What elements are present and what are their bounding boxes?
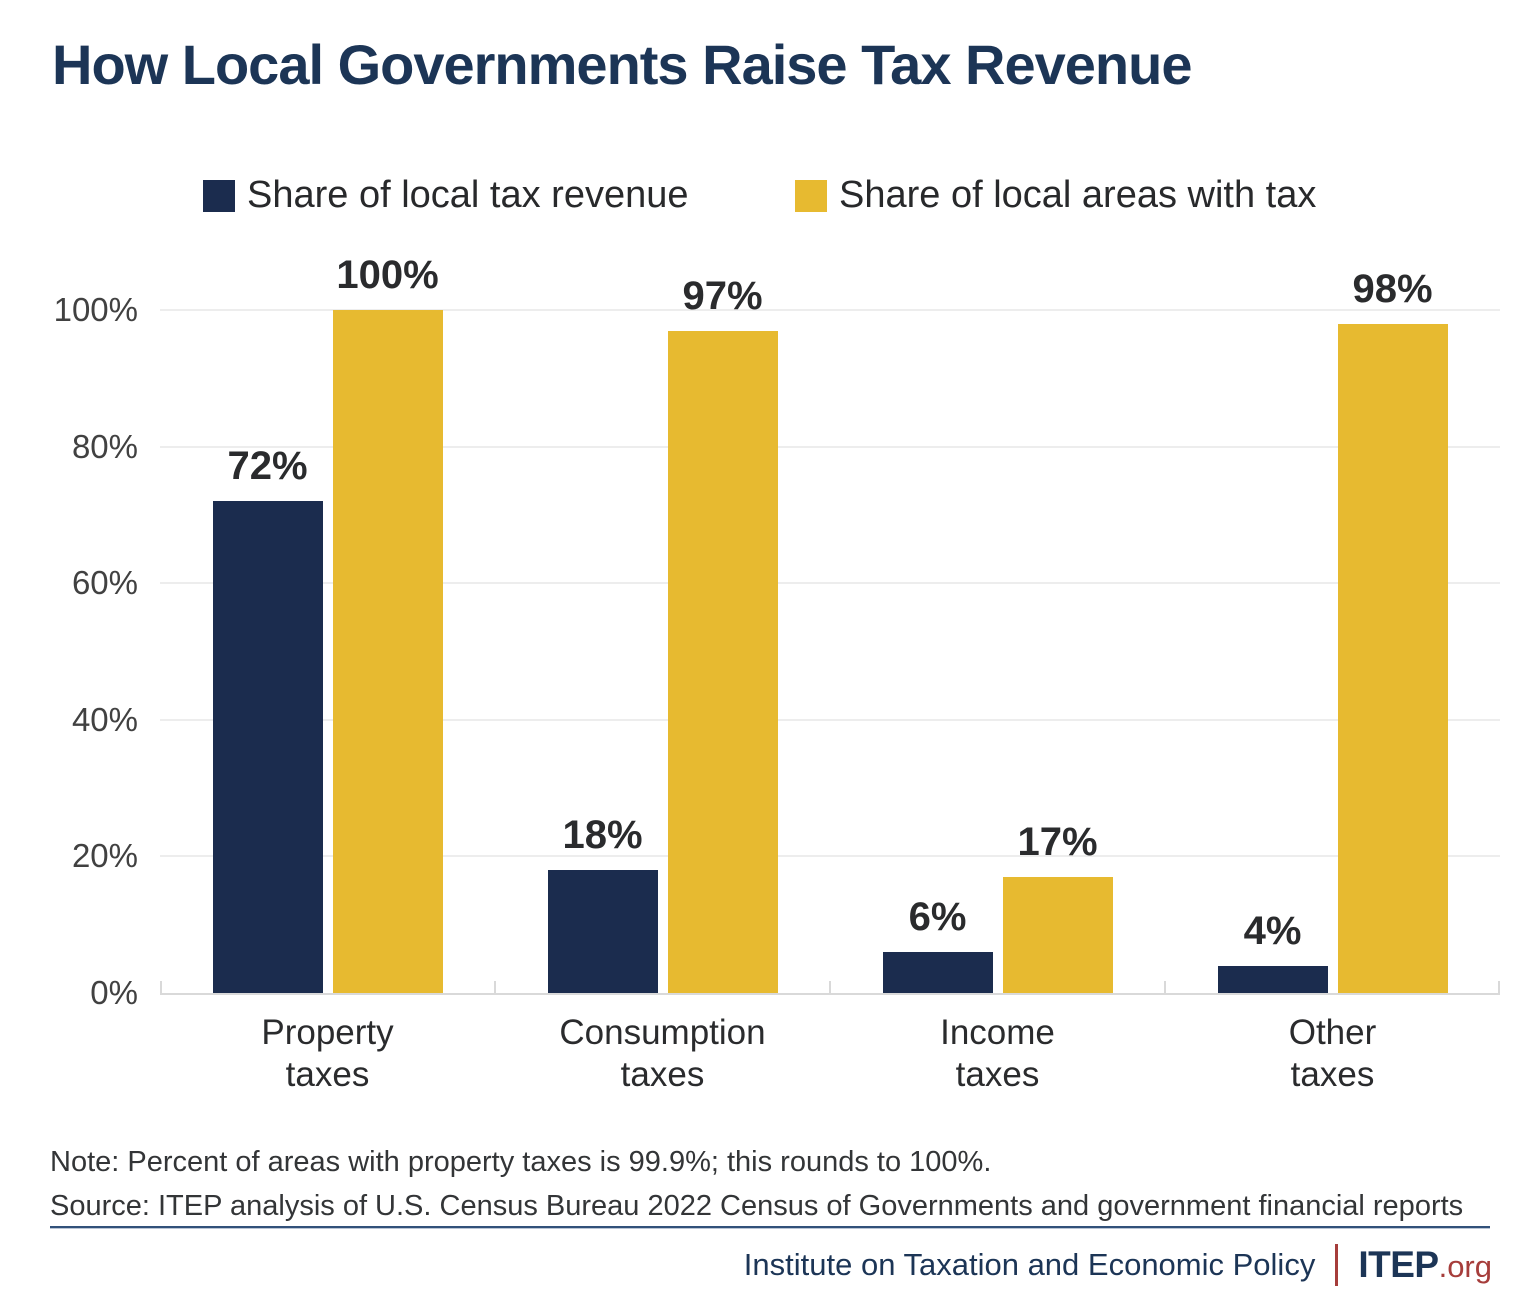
plot-area: 72% 100% 18% 97% 6% 17% 4% 98%	[160, 253, 1500, 995]
gridline-80	[160, 445, 1500, 448]
value-label-consumption-1: 97%	[682, 273, 763, 318]
bar-tax-revenue-other	[1217, 965, 1328, 993]
footer-org-name: Institute on Taxation and Economic Polic…	[743, 1247, 1316, 1282]
bar-tax-revenue-income	[882, 952, 993, 993]
y-tick-label-0: 0%	[90, 974, 138, 1011]
gridline-100	[160, 309, 1500, 311]
gridline-20	[160, 855, 1500, 858]
value-label-other-1: 98%	[1352, 266, 1433, 311]
itep-logo-org: .org	[1438, 1249, 1492, 1284]
gridline-60	[160, 582, 1500, 585]
bar-with-tax-property	[332, 310, 443, 993]
bar-tax-revenue-consumption	[547, 870, 658, 993]
axis-tick-0	[160, 981, 162, 995]
value-label-consumption-0: 18%	[562, 813, 643, 858]
gridline-40	[160, 718, 1500, 721]
itep-logo: ITEP .org	[1358, 1244, 1492, 1286]
footer: Institute on Taxation and Economic Polic…	[744, 1244, 1492, 1286]
legend-item-revenue: Share of local tax revenue	[203, 174, 689, 217]
category-label-other: Other taxes	[1288, 1013, 1377, 1094]
y-tick-label-80: 80%	[71, 427, 138, 465]
category-label-property: Property taxes	[261, 1013, 394, 1094]
category-label-consumption: Consumption taxes	[559, 1013, 766, 1094]
axis-tick-2	[829, 981, 831, 995]
value-label-income-0: 6%	[908, 895, 967, 940]
itep-logo-itep: ITEP	[1358, 1244, 1439, 1285]
y-axis: 100% 80% 60% 40% 20% 0%	[0, 291, 138, 1011]
category-label-income: Income taxes	[940, 1013, 1055, 1094]
note-text: Note: Percent of areas with property tax…	[50, 1146, 992, 1178]
axis-tick-1	[494, 981, 496, 995]
bar-tax-revenue-property	[212, 501, 323, 993]
legend-label-revenue: Share of local tax revenue	[247, 174, 689, 216]
y-tick-label-100: 100%	[53, 291, 138, 328]
bar-with-tax-income	[1002, 876, 1113, 993]
value-label-property-0: 72%	[227, 444, 308, 489]
y-tick-label-60: 60%	[71, 564, 138, 602]
chart-title: How Local Governments Raise Tax Revenue	[52, 33, 1192, 96]
bar-with-tax-consumption	[667, 330, 778, 993]
value-label-property-1: 100%	[336, 253, 439, 297]
footer-divider	[50, 1226, 1490, 1229]
value-label-income-1: 17%	[1017, 819, 1098, 864]
axis-tick-4	[1498, 981, 1500, 995]
y-tick-label-20: 20%	[71, 837, 138, 875]
legend-item-areas: Share of local areas with tax	[795, 174, 1316, 217]
value-label-other-0: 4%	[1243, 908, 1302, 953]
legend-swatch-areas	[795, 179, 827, 212]
bar-with-tax-other	[1337, 323, 1448, 993]
legend-label-areas: Share of local areas with tax	[839, 174, 1317, 216]
source-text: Source: ITEP analysis of U.S. Census Bur…	[50, 1190, 1464, 1222]
legend-swatch-revenue	[203, 179, 235, 212]
footer-separator-bar	[1335, 1244, 1339, 1286]
axis-tick-3	[1164, 981, 1166, 995]
y-tick-label-40: 40%	[71, 700, 138, 738]
x-axis-labels: Property taxes Consumption taxes Income ta…	[160, 1012, 1500, 1102]
